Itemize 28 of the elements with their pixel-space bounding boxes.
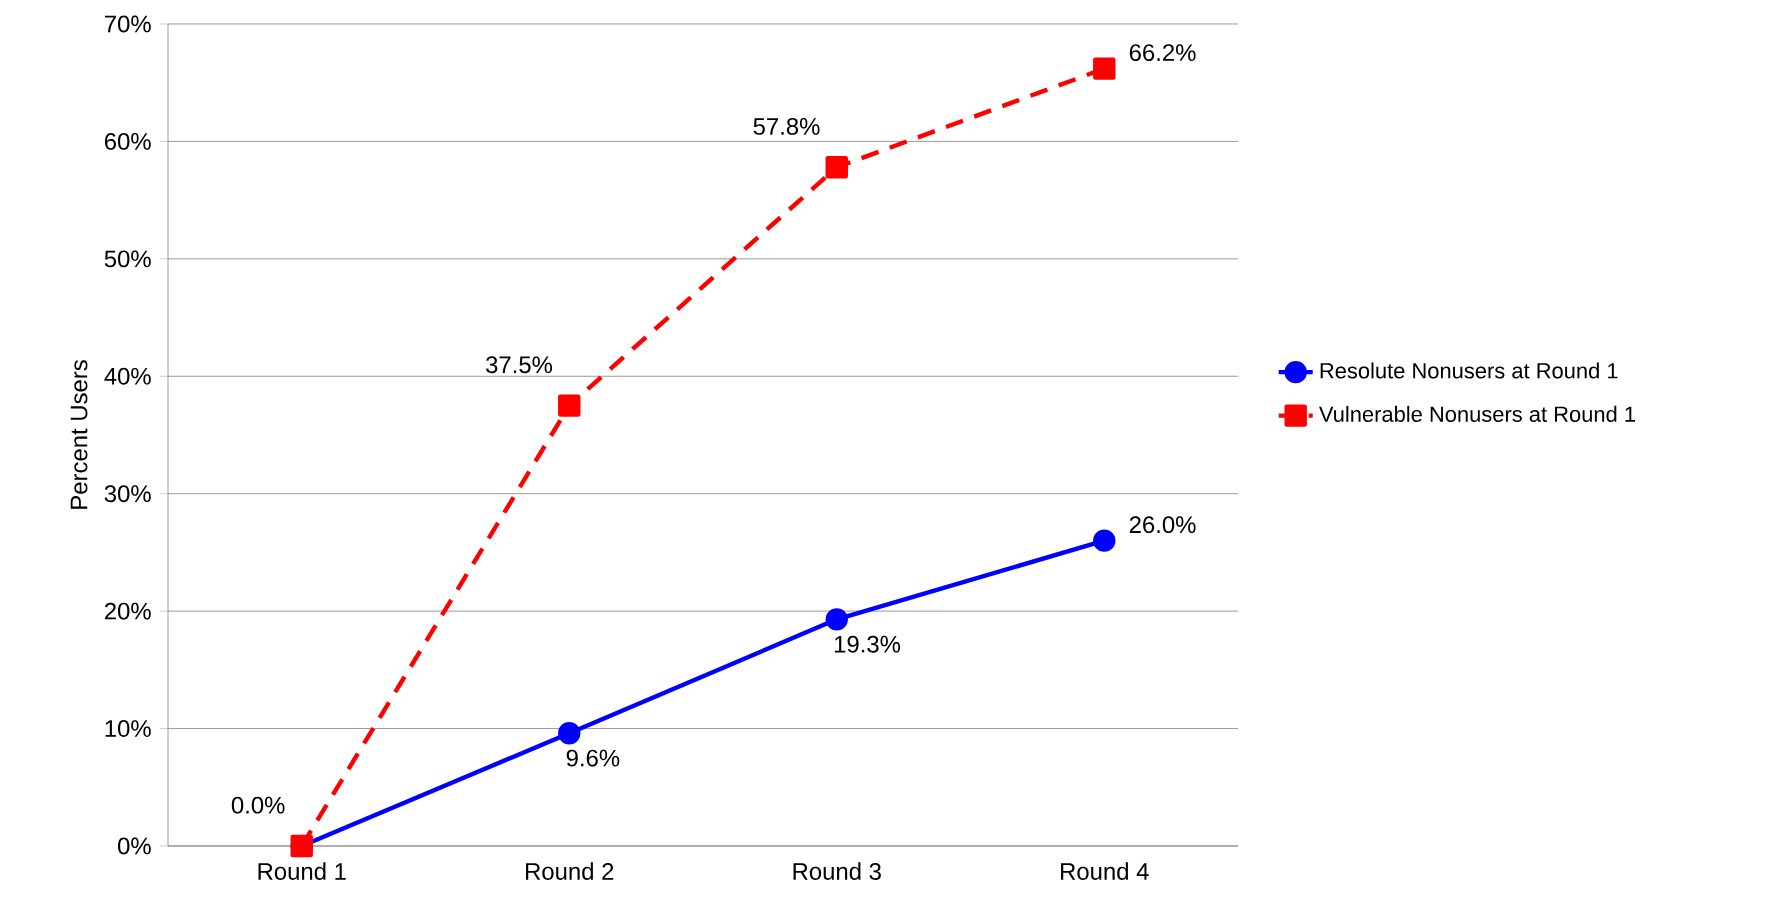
data-label: 57.8% bbox=[753, 117, 820, 135]
point bbox=[825, 156, 848, 179]
data-label: 26.0% bbox=[1129, 516, 1196, 534]
y-tick-label: 30% bbox=[104, 485, 151, 503]
y-tick-label: 0% bbox=[118, 837, 151, 855]
data-label: 66.2% bbox=[1129, 44, 1196, 62]
point bbox=[825, 608, 848, 631]
point bbox=[1093, 57, 1116, 80]
x-tick-label: Round 4 bbox=[1061, 862, 1149, 880]
data-label: 0.0% bbox=[231, 796, 285, 814]
point bbox=[558, 394, 581, 417]
y-tick-label: 20% bbox=[104, 602, 151, 620]
x-tick-label: Round 1 bbox=[258, 862, 346, 880]
y-tick-label: 50% bbox=[104, 250, 151, 268]
x-tick-label: Round 3 bbox=[793, 862, 881, 880]
data-label: 19.3% bbox=[834, 635, 901, 653]
y-tick-label: 60% bbox=[105, 132, 151, 150]
y-tick-label: 70% bbox=[105, 15, 151, 33]
legend-label: Resolute Nonusers at Round 1 bbox=[1320, 362, 1618, 379]
data-label: 9.6% bbox=[566, 749, 620, 767]
point bbox=[1093, 529, 1116, 552]
y-tick-label: 40% bbox=[104, 367, 151, 385]
y-axis-title: Percent Users bbox=[70, 360, 88, 509]
point bbox=[558, 722, 581, 745]
x-tick-label: Round 2 bbox=[526, 862, 614, 880]
data-label: 37.5% bbox=[486, 356, 553, 374]
y-tick-label: 10% bbox=[105, 720, 151, 737]
legend-label: Vulnerable Nonusers at Round 1 bbox=[1319, 405, 1635, 422]
